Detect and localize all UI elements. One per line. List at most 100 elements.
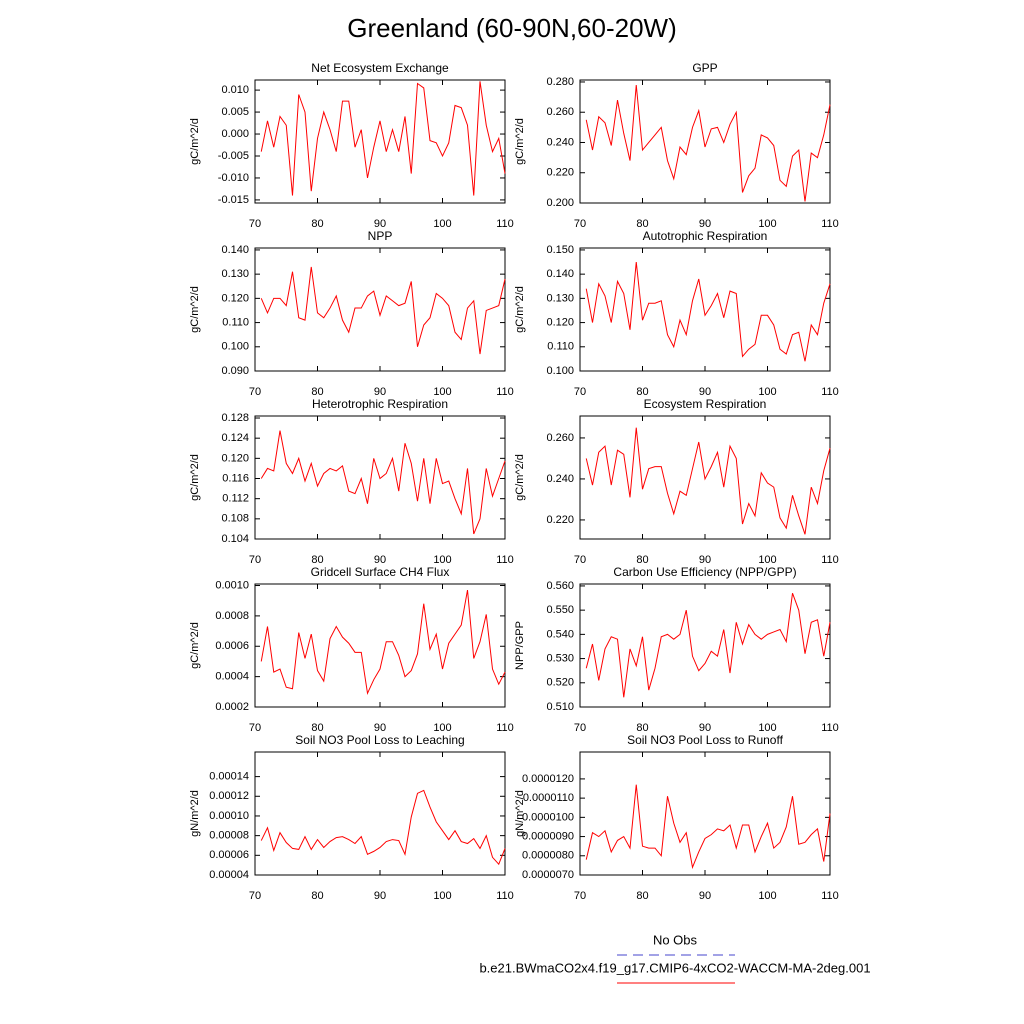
y-tick-label: 0.000 [221, 128, 249, 140]
x-tick-label: 90 [699, 218, 711, 230]
y-tick-label: 0.240 [546, 473, 574, 485]
panel-title: NPP [368, 229, 393, 243]
panel-title: Carbon Use Efficiency (NPP/GPP) [613, 565, 796, 579]
y-axis-label: gC/m^2/d [189, 454, 201, 501]
plot-frame [254, 751, 506, 876]
x-tick-label: 100 [758, 890, 776, 902]
y-tick-label: 0.0010 [215, 579, 249, 591]
x-tick-label: 80 [636, 722, 648, 734]
y-axis-label: gC/m^2/d [189, 286, 201, 333]
x-tick-label: 110 [821, 218, 839, 230]
y-tick-label: 0.00010 [209, 810, 249, 822]
x-tick-label: 80 [311, 722, 323, 734]
y-axis-label: gC/m^2/d [514, 118, 526, 165]
x-tick-label: 110 [496, 722, 514, 734]
x-tick-label: 100 [433, 386, 451, 398]
y-tick-label: -0.015 [218, 194, 249, 206]
data-line [260, 430, 506, 535]
y-axis-label: gC/m^2/d [189, 622, 201, 669]
y-tick-label: -0.005 [218, 150, 249, 162]
y-tick-label: 0.0000090 [522, 830, 574, 842]
x-tick-label: 70 [574, 890, 586, 902]
x-tick-label: 90 [699, 722, 711, 734]
figure-title: Greenland (60-90N,60-20W) [347, 13, 677, 43]
x-tick-label: 110 [821, 386, 839, 398]
y-tick-label: 0.150 [546, 244, 574, 256]
x-tick-label: 80 [636, 554, 648, 566]
y-tick-label: 0.0000070 [522, 869, 574, 881]
y-tick-label: 0.520 [546, 677, 574, 689]
y-axis-label: NPP/GPP [514, 621, 526, 670]
x-tick-label: 80 [636, 890, 648, 902]
y-tick-label: 0.0000080 [522, 850, 574, 862]
data-line [260, 789, 506, 866]
y-axis-label: gN/m^2/d [189, 790, 201, 837]
y-tick-label: 0.540 [546, 628, 574, 640]
y-tick-label: 0.124 [221, 432, 249, 444]
y-tick-label: 0.120 [221, 452, 249, 464]
plot-frame [579, 583, 831, 708]
x-tick-label: 100 [433, 722, 451, 734]
y-tick-label: 0.140 [221, 244, 249, 256]
x-tick-label: 110 [496, 386, 514, 398]
y-tick-label: 0.280 [546, 76, 574, 88]
y-tick-label: 0.00004 [209, 869, 249, 881]
y-tick-label: 0.530 [546, 652, 574, 664]
panel-title: Gridcell Surface CH4 Flux [311, 565, 450, 579]
x-tick-label: 80 [636, 218, 648, 230]
x-tick-label: 80 [311, 218, 323, 230]
plot-frame [254, 415, 506, 540]
x-tick-label: 70 [574, 722, 586, 734]
y-tick-label: 0.120 [546, 316, 574, 328]
panel-title: Autotrophic Respiration [643, 229, 768, 243]
plot-frame [254, 583, 506, 708]
y-tick-label: 0.0006 [215, 640, 249, 652]
y-tick-label: 0.240 [546, 136, 574, 148]
x-tick-label: 100 [758, 386, 776, 398]
data-line [585, 427, 831, 535]
y-tick-label: 0.090 [221, 365, 249, 377]
y-tick-label: 0.0002 [215, 701, 249, 713]
y-tick-label: 0.0000110 [523, 792, 574, 804]
y-tick-label: 0.110 [222, 316, 249, 328]
y-tick-label: 0.100 [221, 341, 249, 353]
y-tick-label: 0.112 [222, 493, 249, 505]
x-tick-label: 80 [311, 386, 323, 398]
y-tick-label: 0.005 [221, 106, 249, 118]
x-tick-label: 70 [574, 554, 586, 566]
x-tick-label: 80 [311, 554, 323, 566]
data-line [585, 84, 831, 202]
x-tick-label: 110 [821, 554, 839, 566]
panel-title: Soil NO3 Pool Loss to Runoff [627, 733, 784, 747]
x-tick-label: 80 [636, 386, 648, 398]
x-tick-label: 110 [821, 722, 839, 734]
plot-frame [579, 247, 831, 372]
panel-title: Soil NO3 Pool Loss to Leaching [295, 733, 464, 747]
x-tick-label: 90 [374, 386, 386, 398]
y-tick-label: 0.120 [221, 292, 249, 304]
y-tick-label: 0.0000120 [522, 773, 574, 785]
x-tick-label: 100 [433, 554, 451, 566]
plot-frame [579, 79, 831, 204]
y-tick-label: 0.116 [222, 472, 249, 484]
y-tick-label: 0.00012 [209, 790, 249, 802]
x-tick-label: 90 [374, 554, 386, 566]
y-tick-label: 0.550 [546, 604, 574, 616]
y-tick-label: 0.260 [546, 432, 574, 444]
x-tick-label: 90 [699, 386, 711, 398]
y-tick-label: 0.110 [547, 341, 574, 353]
x-tick-label: 70 [249, 722, 261, 734]
y-tick-label: 0.200 [546, 197, 574, 209]
x-tick-label: 70 [574, 386, 586, 398]
x-tick-label: 90 [699, 554, 711, 566]
y-tick-label: 0.100 [546, 365, 574, 377]
y-axis-label: gC/m^2/d [189, 118, 201, 165]
plot-frame [254, 79, 506, 204]
panel-title: Net Ecosystem Exchange [311, 61, 449, 75]
y-tick-label: 0.00014 [209, 771, 249, 783]
y-tick-label: -0.010 [218, 172, 249, 184]
panel-title: GPP [692, 61, 717, 75]
y-axis-label: gC/m^2/d [514, 454, 526, 501]
